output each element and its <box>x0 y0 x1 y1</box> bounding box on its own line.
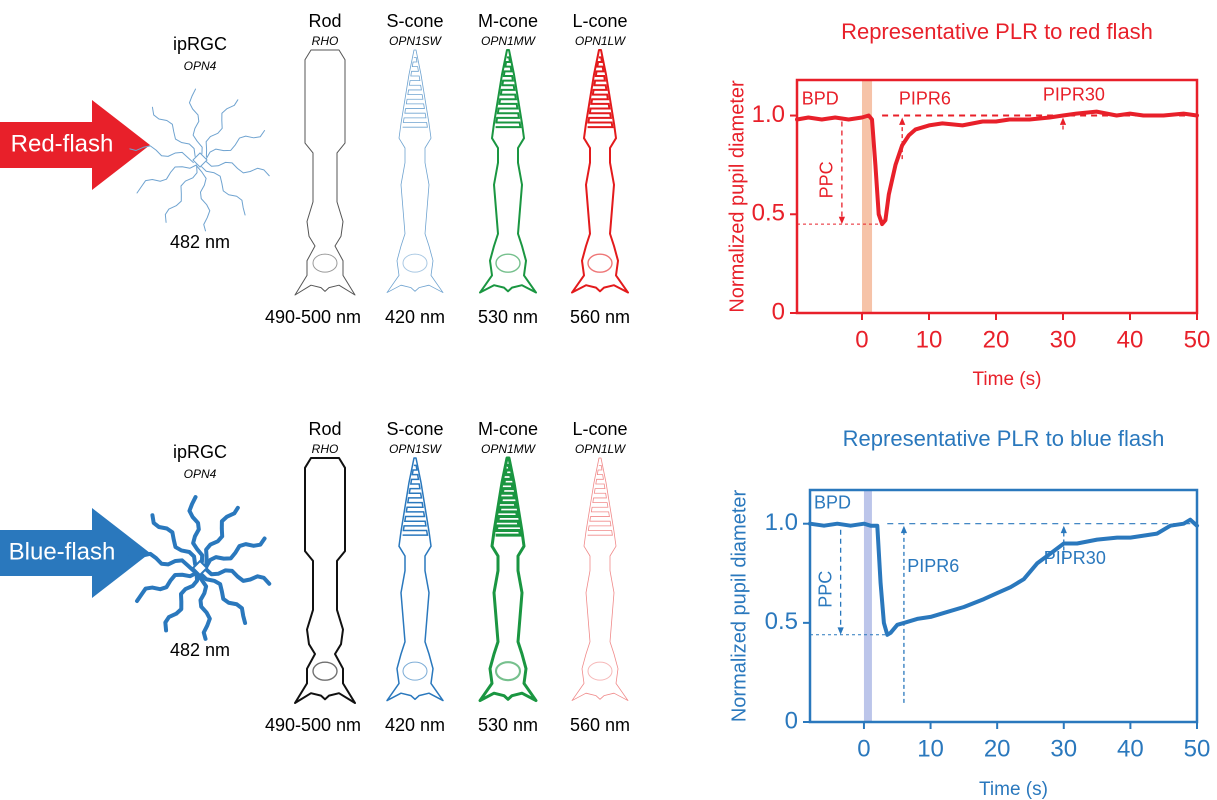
cell-name: L-cone <box>572 419 627 439</box>
nucleus <box>588 254 612 272</box>
x-tick-label: 40 <box>1117 326 1144 353</box>
cell-gene: RHO <box>312 34 339 48</box>
nucleus <box>496 254 520 272</box>
chart-title: Representative PLR to blue flash <box>843 426 1165 451</box>
nucleus <box>403 662 427 680</box>
cell-name: S-cone <box>386 419 443 439</box>
dendrite <box>130 554 194 571</box>
cell-wavelength: 482 nm <box>170 232 230 252</box>
annotation: PIPR30 <box>1043 85 1105 105</box>
nucleus <box>313 254 337 272</box>
cell-wavelength: 560 nm <box>570 307 630 327</box>
cell-name: L-cone <box>572 11 627 31</box>
x-tick-label: 30 <box>1050 735 1077 762</box>
cell-wavelength: 490-500 nm <box>265 307 361 327</box>
cell-gene: OPN1MW <box>481 442 537 456</box>
pipr-arrowhead <box>1061 526 1067 533</box>
photoreceptor <box>387 50 443 293</box>
y-tick-label: 1.0 <box>752 101 785 128</box>
y-tick-label: 0.5 <box>765 608 798 635</box>
x-tick-label: 10 <box>917 735 944 762</box>
nucleus <box>496 662 520 680</box>
cell-gene: OPN4 <box>184 467 217 481</box>
x-tick-label: 0 <box>855 326 868 353</box>
cell-name: S-cone <box>386 11 443 31</box>
flash-label: Blue-flash <box>9 538 116 565</box>
dendrite <box>152 107 195 156</box>
cell-gene: OPN1MW <box>481 34 537 48</box>
x-tick-label: 40 <box>1117 735 1144 762</box>
cell-gene: OPN4 <box>184 59 217 73</box>
annotation: BPD <box>802 88 839 108</box>
photoreceptor <box>387 458 443 701</box>
annotation: PIPR6 <box>899 88 951 108</box>
annotation: PIPR6 <box>907 556 959 576</box>
page: Red-flash ipRGC OPN4 482 nm Rod RHO 490-500 nm… <box>0 0 1217 800</box>
figure: Red-flash ipRGC OPN4 482 nm Rod RHO 490-500 nm… <box>0 0 1217 800</box>
cell-gene: OPN1SW <box>389 442 443 456</box>
cell-wavelength: 420 nm <box>385 715 445 735</box>
cell-wavelength: 530 nm <box>478 307 538 327</box>
ppc-arrowhead <box>838 627 844 634</box>
photoreceptor <box>572 458 628 701</box>
cell-name: Rod <box>308 419 341 439</box>
cell-name: M-cone <box>478 11 538 31</box>
cell-wavelength: 420 nm <box>385 307 445 327</box>
cell-gene: RHO <box>312 442 339 456</box>
annotation: PPC <box>817 161 837 198</box>
annotation: BPD <box>814 493 851 513</box>
pipr-arrowhead <box>1060 118 1066 125</box>
x-tick-label: 30 <box>1050 326 1077 353</box>
cell-wavelength: 560 nm <box>570 715 630 735</box>
cell-name: ipRGC <box>173 34 227 54</box>
x-tick-label: 0 <box>857 735 870 762</box>
dendrite <box>197 166 210 230</box>
data-line <box>797 112 1197 225</box>
y-axis-label: Normalized pupil diameter <box>728 490 750 723</box>
photoreceptor <box>572 50 628 293</box>
dendrite <box>197 574 210 638</box>
x-tick-label: 20 <box>984 735 1011 762</box>
photoreceptor <box>295 50 355 295</box>
pipr-arrowhead <box>901 526 907 533</box>
nucleus <box>403 254 427 272</box>
dendrite <box>137 165 196 193</box>
y-tick-label: 1.0 <box>765 509 798 536</box>
cell-gene: OPN1SW <box>389 34 443 48</box>
x-tick-label: 50 <box>1184 326 1211 353</box>
cell-wavelength: 530 nm <box>478 715 538 735</box>
pipr-arrowhead <box>899 118 905 125</box>
chart-title: Representative PLR to red flash <box>841 19 1153 44</box>
photoreceptor <box>295 458 355 703</box>
nucleus <box>588 662 612 680</box>
y-axis-label: Normalized pupil diameter <box>726 80 748 313</box>
cell-gene: OPN1LW <box>575 34 627 48</box>
annotation: PPC <box>815 571 835 608</box>
x-axis-label: Time (s) <box>973 369 1042 390</box>
y-tick-label: 0 <box>785 707 798 734</box>
x-axis-label: Time (s) <box>979 779 1048 800</box>
flash-label: Red-flash <box>11 130 114 157</box>
x-tick-label: 20 <box>983 326 1010 353</box>
cell-wavelength: 482 nm <box>170 640 230 660</box>
photoreceptor <box>480 50 536 293</box>
dendrite <box>152 515 195 564</box>
cell-name: ipRGC <box>173 442 227 462</box>
y-tick-label: 0.5 <box>752 200 785 227</box>
cell-name: Rod <box>308 11 341 31</box>
dendrite <box>189 89 202 154</box>
cell-gene: OPN1LW <box>575 442 627 456</box>
nucleus <box>313 662 337 680</box>
cell-wavelength: 490-500 nm <box>265 715 361 735</box>
x-tick-label: 10 <box>916 326 943 353</box>
y-tick-label: 0 <box>772 298 785 325</box>
cell-name: M-cone <box>478 419 538 439</box>
x-tick-label: 50 <box>1184 735 1211 762</box>
ppc-arrowhead <box>839 217 845 224</box>
